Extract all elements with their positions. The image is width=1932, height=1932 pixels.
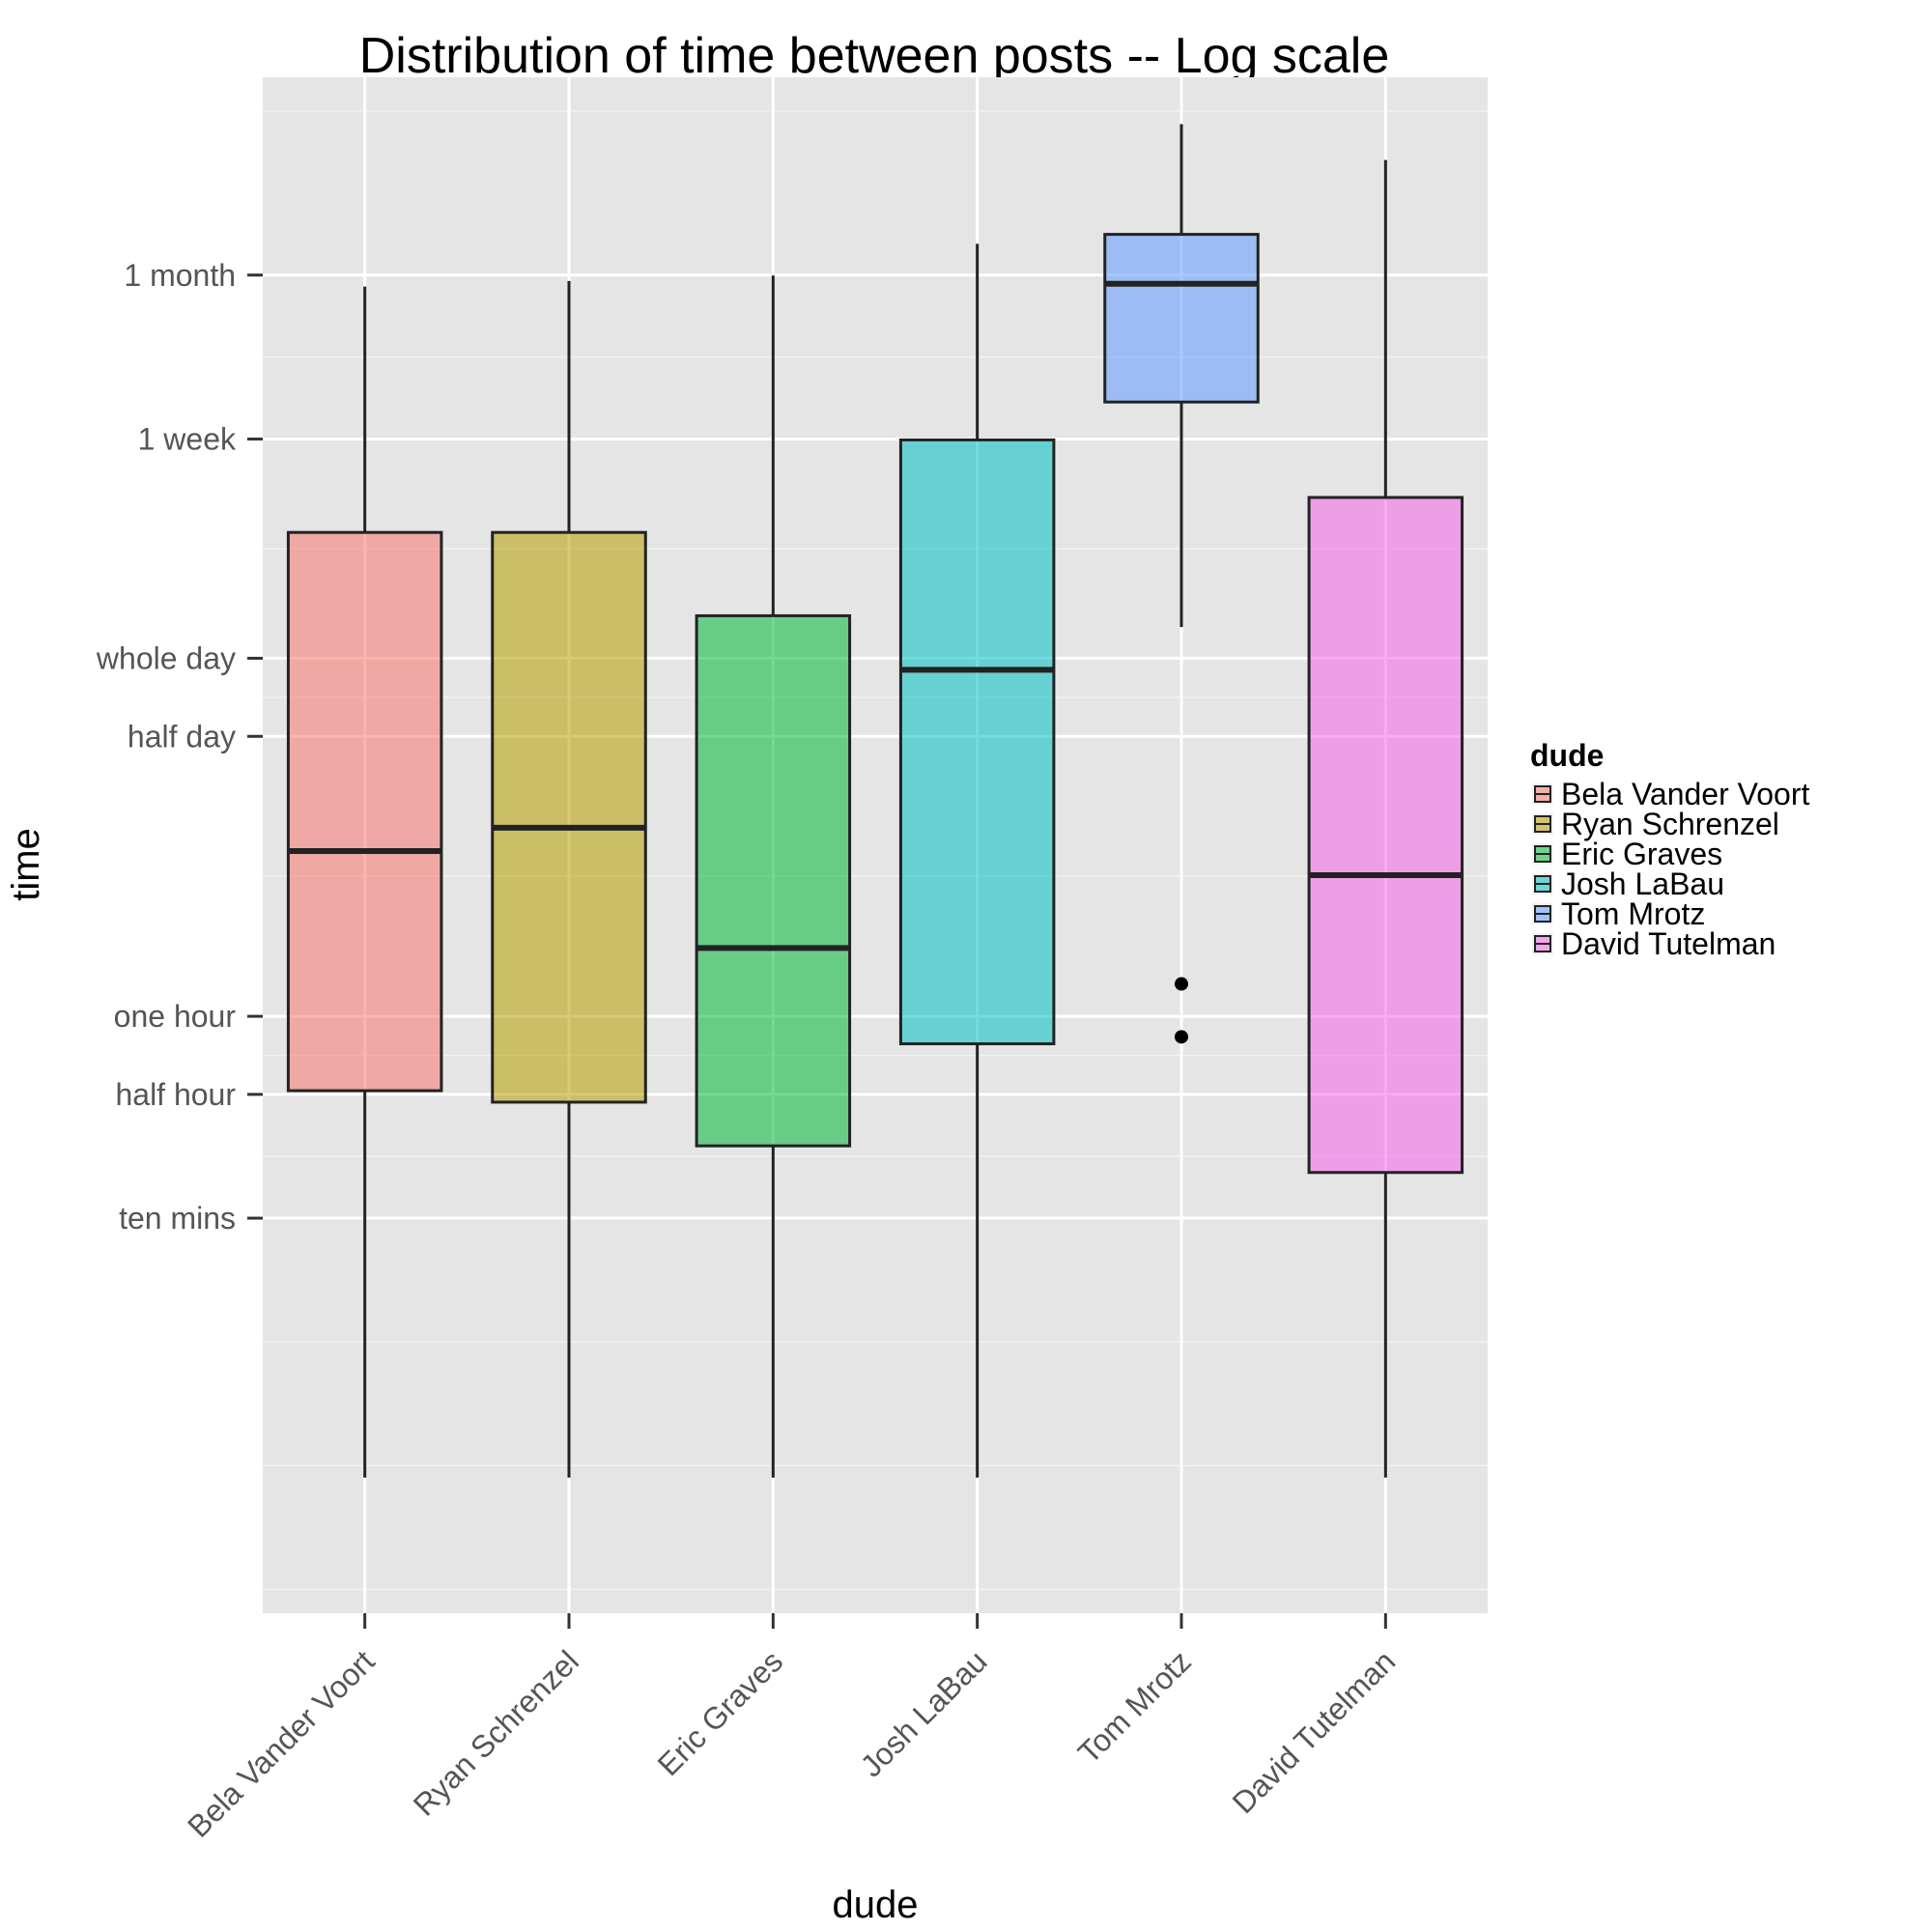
box-body [491,530,647,1104]
chart-title: Distribution of time between posts -- Lo… [359,28,1390,84]
legend-label: Ryan Schrenzel [1561,807,1779,841]
box-body [898,438,1056,1046]
legend-label: Eric Graves [1561,837,1722,871]
plot-panel [263,77,1488,1613]
legend-item: Bela Vander Voort [1532,777,1809,811]
x-axis: Bela Vander Voort Ryan Schrenzel Eric Grav… [181,1613,1402,1844]
legend-item: Eric Graves [1532,837,1722,871]
box-body [1307,496,1464,1175]
legend-title: dude [1530,738,1604,773]
legend-label: Josh LaBau [1561,867,1724,901]
box-ryan-schrenzel [491,280,647,1478]
y-tick-label: 1 week [138,421,237,456]
box-body [286,530,443,1093]
y-tick-label: one hour [114,999,237,1034]
box-body [695,613,852,1148]
box-josh-labau [898,243,1056,1478]
x-tick-label: Bela Vander Voort [181,1643,382,1844]
box-bela-vander-voort [286,286,443,1478]
x-tick-label: Tom Mrotz [1071,1643,1198,1770]
outlier-point [1175,1030,1188,1044]
box-david-tutelman [1307,159,1464,1478]
x-axis-title: dude [833,1884,919,1926]
grid-minor [263,110,1488,1591]
y-tick-label: whole day [96,640,236,675]
legend-label: David Tutelman [1561,926,1776,961]
y-tick-label: ten mins [119,1201,236,1236]
outlier-point [1175,977,1188,991]
x-tick-label: Ryan Schrenzel [407,1643,585,1822]
x-tick-label: Eric Graves [651,1643,790,1782]
box-tom-mrotz [1103,124,1260,1044]
y-tick-label: 1 month [124,258,236,293]
legend-item: Josh LaBau [1532,867,1724,901]
x-tick-label: Josh LaBau [854,1643,994,1783]
box-body [1103,233,1260,404]
y-tick-label: half day [128,719,236,753]
boxes [286,124,1464,1478]
legend-label: Tom Mrotz [1561,896,1705,931]
y-axis: ten mins half hour one hour half day whole d… [96,258,263,1236]
legend-item: David Tutelman [1532,926,1776,961]
legend-label: Bela Vander Voort [1561,777,1809,811]
y-axis-title: time [5,828,47,901]
y-tick-label: half hour [115,1077,236,1112]
legend-item: Tom Mrotz [1532,896,1705,931]
x-tick-label: David Tutelman [1226,1643,1403,1820]
legend-item: Ryan Schrenzel [1532,807,1779,841]
box-eric-graves [695,275,852,1478]
